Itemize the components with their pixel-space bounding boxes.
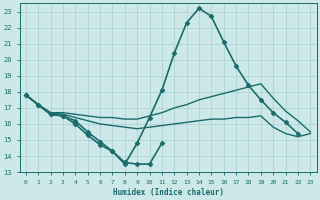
X-axis label: Humidex (Indice chaleur): Humidex (Indice chaleur): [113, 188, 224, 197]
